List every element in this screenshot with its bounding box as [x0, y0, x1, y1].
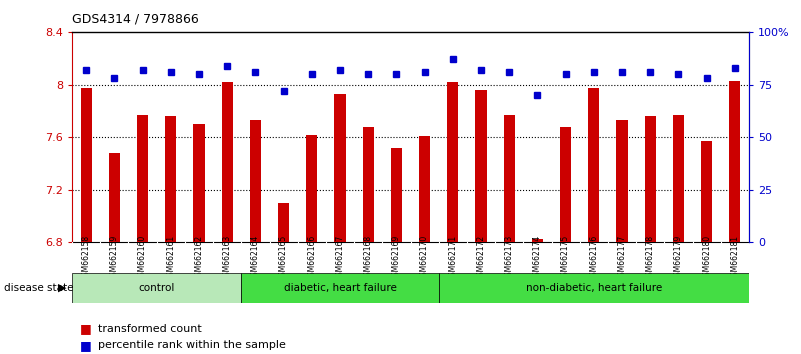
Bar — [165, 116, 176, 354]
Bar — [617, 120, 628, 354]
Text: GSM662180: GSM662180 — [702, 234, 711, 281]
Text: GSM662176: GSM662176 — [590, 234, 598, 281]
Bar — [532, 239, 543, 354]
Text: GSM662177: GSM662177 — [618, 234, 626, 281]
Text: ■: ■ — [80, 339, 92, 352]
Text: GSM662166: GSM662166 — [308, 234, 316, 281]
Text: GSM662165: GSM662165 — [279, 234, 288, 281]
Bar — [334, 94, 346, 354]
Bar — [137, 115, 148, 354]
Bar — [363, 127, 374, 354]
Bar — [391, 148, 402, 354]
Bar — [729, 81, 740, 354]
Bar — [701, 141, 712, 354]
Text: GSM662158: GSM662158 — [82, 234, 91, 281]
Bar — [439, 273, 749, 303]
Bar — [250, 120, 261, 354]
Text: GSM662164: GSM662164 — [251, 234, 260, 281]
Text: GSM662168: GSM662168 — [364, 234, 372, 281]
Bar — [278, 203, 289, 354]
Bar — [504, 115, 515, 354]
Bar — [645, 116, 656, 354]
Text: GSM662174: GSM662174 — [533, 234, 542, 281]
Text: GSM662181: GSM662181 — [731, 235, 739, 280]
Text: GSM662172: GSM662172 — [477, 234, 485, 281]
Text: GSM662175: GSM662175 — [562, 234, 570, 281]
Bar — [222, 82, 233, 354]
Bar — [306, 135, 317, 354]
Bar — [560, 127, 571, 354]
Bar — [241, 273, 439, 303]
Text: ▶: ▶ — [58, 282, 66, 293]
Bar — [588, 88, 599, 354]
Text: diabetic, heart failure: diabetic, heart failure — [284, 282, 396, 293]
Text: GSM662162: GSM662162 — [195, 234, 203, 281]
Bar — [673, 115, 684, 354]
Text: transformed count: transformed count — [98, 324, 202, 333]
Text: GSM662173: GSM662173 — [505, 234, 513, 281]
Text: GSM662159: GSM662159 — [110, 234, 119, 281]
Text: disease state: disease state — [4, 282, 74, 293]
Text: GSM662179: GSM662179 — [674, 234, 683, 281]
Text: GSM662160: GSM662160 — [138, 234, 147, 281]
Text: percentile rank within the sample: percentile rank within the sample — [98, 340, 286, 350]
Text: control: control — [139, 282, 175, 293]
Text: GSM662171: GSM662171 — [449, 234, 457, 281]
Bar — [447, 82, 458, 354]
Text: GSM662178: GSM662178 — [646, 234, 654, 281]
Text: GSM662161: GSM662161 — [167, 234, 175, 281]
Bar — [72, 273, 241, 303]
Bar — [81, 88, 92, 354]
Text: GSM662169: GSM662169 — [392, 234, 401, 281]
Bar — [419, 136, 430, 354]
Bar — [193, 124, 204, 354]
Text: non-diabetic, heart failure: non-diabetic, heart failure — [525, 282, 662, 293]
Text: GSM662163: GSM662163 — [223, 234, 231, 281]
Bar — [475, 90, 487, 354]
Text: GSM662167: GSM662167 — [336, 234, 344, 281]
Text: ■: ■ — [80, 322, 92, 335]
Bar — [109, 153, 120, 354]
Text: GSM662170: GSM662170 — [420, 234, 429, 281]
Text: GDS4314 / 7978866: GDS4314 / 7978866 — [72, 12, 199, 25]
